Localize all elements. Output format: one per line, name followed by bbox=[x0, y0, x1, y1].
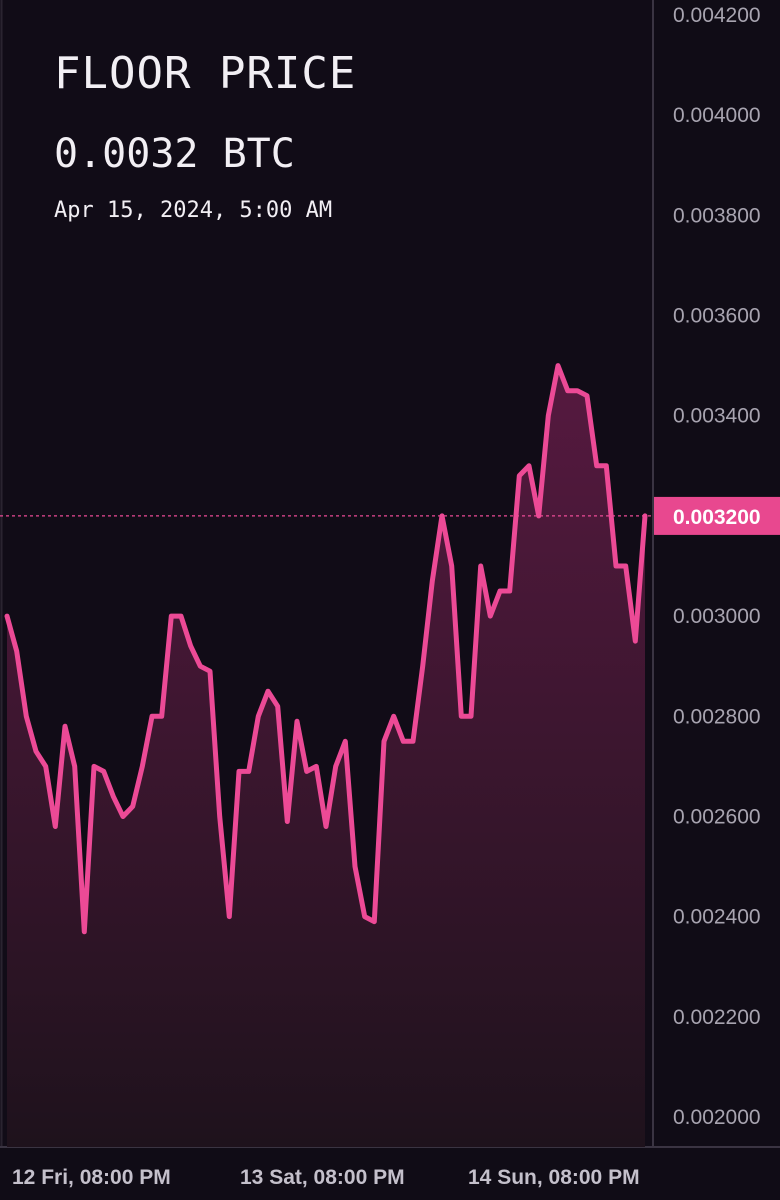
y-tick-label: 0.004200 bbox=[673, 4, 761, 27]
y-tick-label: 0.003000 bbox=[673, 605, 761, 628]
y-tick-label: 0.003600 bbox=[673, 305, 761, 328]
x-tick-label: 13 Sat, 08:00 PM bbox=[240, 1166, 405, 1189]
price-timestamp: Apr 15, 2024, 5:00 AM bbox=[54, 198, 333, 223]
current-price: 0.0032 BTC bbox=[54, 131, 295, 177]
y-tick-label: 0.002000 bbox=[673, 1106, 761, 1129]
y-tick-label: 0.002600 bbox=[673, 805, 761, 828]
last-price-label: 0.003200 bbox=[673, 506, 761, 529]
price-area bbox=[7, 365, 645, 1148]
y-tick-label: 0.002800 bbox=[673, 705, 761, 728]
chart-title: FLOOR PRICE bbox=[54, 48, 357, 99]
price-line bbox=[4, 363, 648, 935]
y-tick-label: 0.003400 bbox=[673, 405, 761, 428]
y-tick-label: 0.002200 bbox=[673, 1006, 761, 1029]
y-tick-label: 0.002400 bbox=[673, 906, 761, 929]
y-tick-label: 0.004000 bbox=[673, 104, 761, 127]
y-tick-label: 0.003800 bbox=[673, 204, 761, 227]
last-price-badge bbox=[654, 496, 780, 535]
price-header: FLOOR PRICE 0.0032 BTC Apr 15, 2024, 5:0… bbox=[54, 44, 356, 226]
x-tick-label: 14 Sun, 08:00 PM bbox=[468, 1166, 640, 1189]
x-tick-label: 12 Fri, 08:00 PM bbox=[12, 1166, 171, 1189]
